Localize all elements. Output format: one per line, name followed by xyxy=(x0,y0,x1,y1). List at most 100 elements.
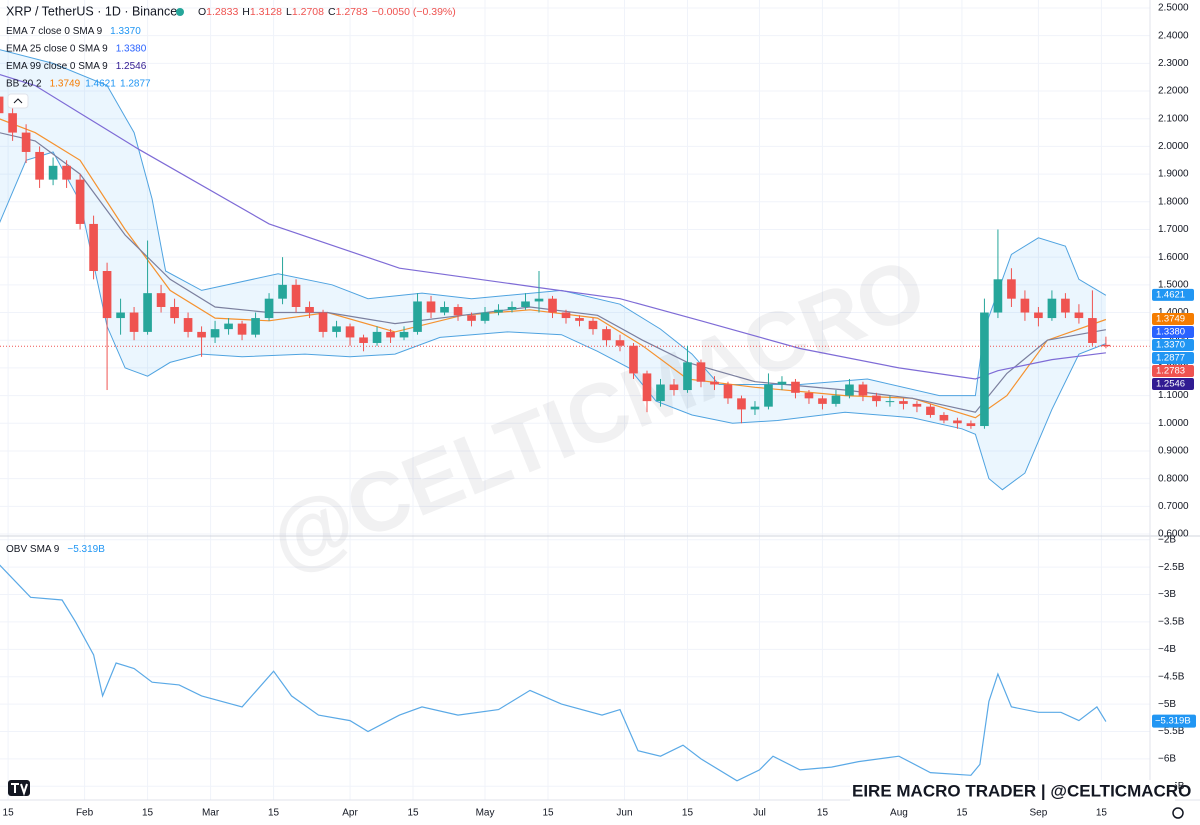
price-badge xyxy=(1152,325,1194,338)
obv-line xyxy=(0,564,1107,782)
candle-body xyxy=(467,315,476,321)
candle-body xyxy=(764,384,773,407)
y-tick-label: 0.9000 xyxy=(1158,446,1189,457)
candle-body xyxy=(561,312,571,319)
candle-body xyxy=(791,381,800,393)
candle-body xyxy=(926,406,935,415)
candle-body xyxy=(35,151,44,180)
legend-name: EMA 25 close 0 SMA 9 xyxy=(6,43,108,54)
x-tick-label: Jul xyxy=(753,808,766,819)
y-tick-label: 1.5000 xyxy=(1158,279,1189,290)
candle-body xyxy=(642,373,652,402)
price-pane xyxy=(0,49,1150,491)
tv-logo xyxy=(8,780,30,797)
obv-value: −5.319B xyxy=(67,544,105,555)
candle-body xyxy=(224,323,233,330)
candle-body xyxy=(210,329,220,338)
x-tick-label: 15 xyxy=(956,808,968,819)
obv-tick-label: −2.5B xyxy=(1158,562,1185,573)
legend-item: EMA 7 close 0 SMA 9 1.3370 xyxy=(6,26,141,37)
symbol-title: XRP / TetherUS · 1D · Binance xyxy=(6,4,177,18)
obv-badge xyxy=(1152,714,1196,728)
y-tick-label: 0.8000 xyxy=(1158,473,1189,484)
obv-badge-label: −5.319B xyxy=(1155,716,1191,727)
collapse-button[interactable] xyxy=(7,93,29,109)
price-badge xyxy=(1152,351,1194,364)
legend-value: 1.3370 xyxy=(110,26,141,37)
candle-body xyxy=(143,293,152,332)
candle-body xyxy=(1074,312,1084,319)
price-badge-label: 1.3749 xyxy=(1156,313,1185,324)
y-tick-label: 1.4000 xyxy=(1158,307,1189,318)
candle-body xyxy=(494,309,503,313)
candle-body xyxy=(521,301,530,307)
legend-item: EMA 99 close 0 SMA 9 1.2546 xyxy=(6,61,147,72)
price-badge xyxy=(1152,364,1194,377)
candle-body xyxy=(872,395,881,402)
obv-tick-label: −5B xyxy=(1158,699,1176,710)
bb-fill xyxy=(0,49,1106,490)
indicator-line xyxy=(0,132,1107,413)
obv-tick-label: −3.5B xyxy=(1158,617,1185,628)
x-tick-label: 15 xyxy=(817,808,829,819)
candle-body xyxy=(845,384,854,396)
candle-body xyxy=(899,401,908,404)
candle-body xyxy=(332,326,341,332)
candle-body xyxy=(939,414,949,421)
obv-tick-label: −5.5B xyxy=(1158,726,1185,737)
candle-body xyxy=(1047,298,1057,319)
price-badge-label: 1.2546 xyxy=(1156,378,1185,389)
candle-body xyxy=(575,318,584,321)
candle-body xyxy=(750,406,760,410)
candle-body xyxy=(1007,279,1016,299)
y-tick-label: 2.4000 xyxy=(1158,30,1189,41)
candle-body xyxy=(737,398,746,410)
candle-body xyxy=(170,306,179,319)
x-tick-label: 15 xyxy=(268,808,280,819)
y-tick-label: 2.3000 xyxy=(1158,58,1189,69)
low-value: 1.2708 xyxy=(292,6,324,18)
obv-name: OBV SMA 9 xyxy=(6,544,60,555)
candle-body xyxy=(116,312,125,319)
candle-body xyxy=(696,362,706,382)
candle-body xyxy=(1034,312,1043,319)
close-value: 1.2783 xyxy=(336,6,368,18)
indicator-line xyxy=(0,74,1106,380)
legend-name: EMA 99 close 0 SMA 9 xyxy=(6,61,108,72)
legend-value: 1.4621 xyxy=(85,78,116,89)
y-tick-label: 2.1000 xyxy=(1158,113,1189,124)
bb-lower xyxy=(0,151,1107,491)
open-value: 1.2833 xyxy=(206,6,238,18)
price-badge-label: 1.4621 xyxy=(1156,289,1185,300)
l-label: L xyxy=(286,6,292,18)
x-tick-label: 15 xyxy=(142,808,154,819)
x-tick-label: Sep xyxy=(1030,808,1048,819)
h-label: H xyxy=(242,6,250,18)
candle-body xyxy=(507,306,517,310)
x-tick-label: Aug xyxy=(890,808,908,819)
settings-icon[interactable] xyxy=(1172,807,1184,819)
footer-credit: EIRE MACRO TRADER | @CELTICMACRO xyxy=(852,781,1191,800)
legend-name: EMA 7 close 0 SMA 9 xyxy=(6,26,103,37)
y-tick-label: 0.6000 xyxy=(1158,529,1189,540)
candle-body xyxy=(669,384,679,391)
candle-body xyxy=(129,312,139,332)
legend-item: EMA 25 close 0 SMA 9 1.3380 xyxy=(6,43,147,54)
footer-bg xyxy=(850,780,1175,804)
candle-body xyxy=(683,362,692,391)
candle-body xyxy=(440,306,449,313)
candle-body xyxy=(75,179,85,224)
obv-tick-label: −3B xyxy=(1158,589,1176,600)
candle-body xyxy=(588,320,598,330)
x-tick-label: 15 xyxy=(682,808,694,819)
x-tick-label: Mar xyxy=(202,808,220,819)
candle-body xyxy=(723,384,733,399)
price-badge xyxy=(1152,288,1194,301)
price-badge-label: 1.2783 xyxy=(1156,365,1185,376)
obv-legend: OBV SMA 9 −5.319B xyxy=(6,544,105,555)
candle-body xyxy=(534,298,544,302)
x-tick-label: 15 xyxy=(542,808,554,819)
legend-value: 1.3380 xyxy=(116,43,147,54)
candle-body xyxy=(345,326,355,338)
